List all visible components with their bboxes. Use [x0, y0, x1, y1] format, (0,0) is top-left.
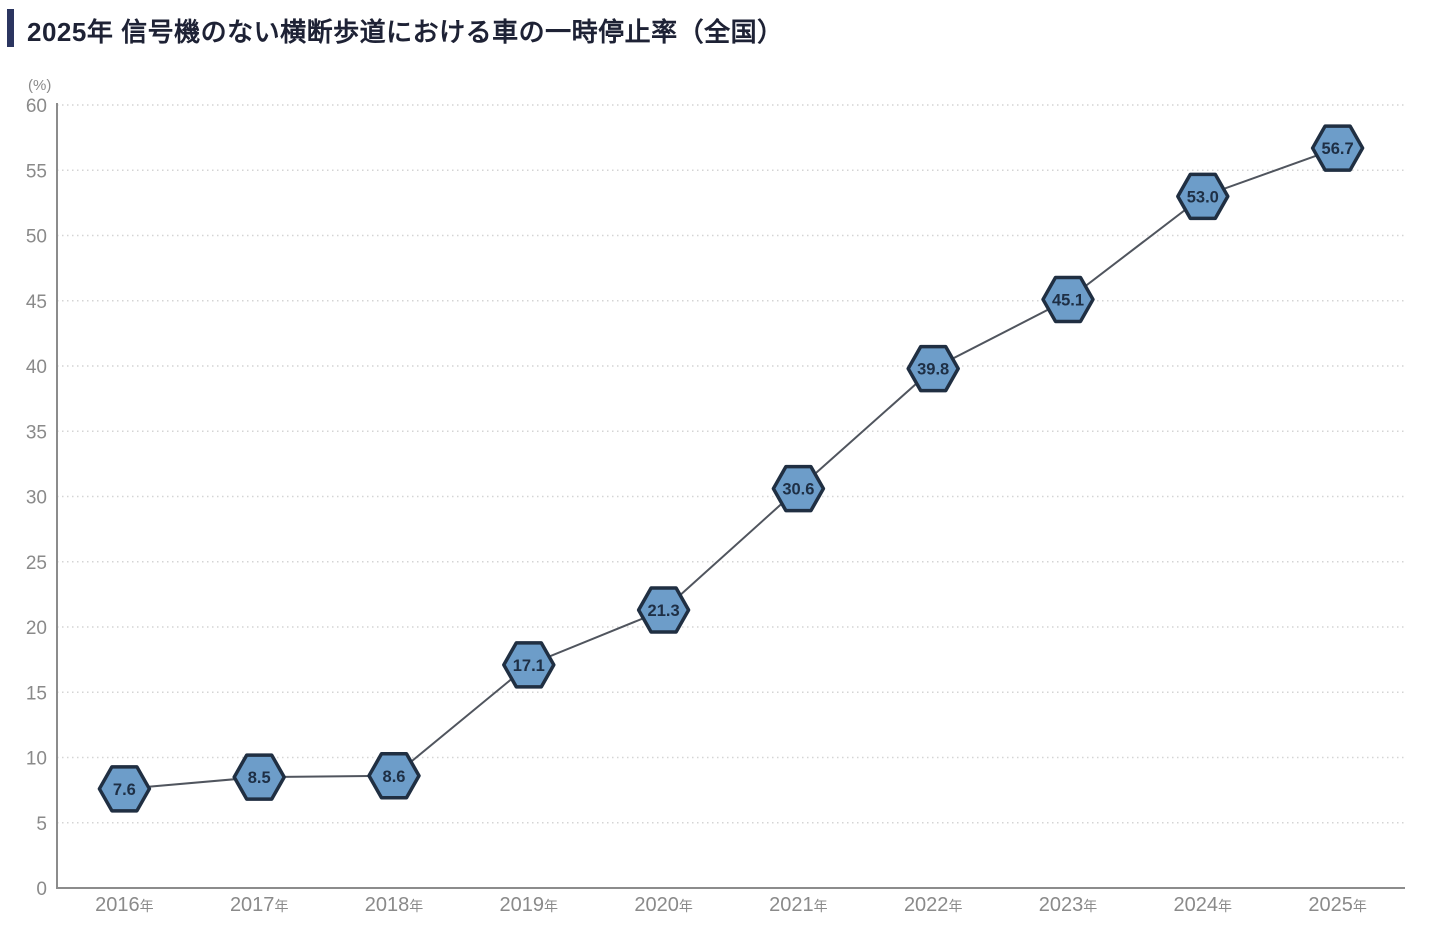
y-tick-label: 30 — [26, 488, 47, 509]
data-point-marker — [1041, 275, 1095, 324]
data-point-value: 45.1 — [1052, 291, 1084, 309]
data-point-value: 30.6 — [782, 481, 814, 499]
y-tick-label: 10 — [26, 749, 47, 770]
data-point-value: 39.8 — [917, 361, 949, 379]
data-point-marker — [232, 753, 286, 801]
data-point-marker — [1176, 172, 1230, 221]
data-point-value: 56.7 — [1322, 140, 1354, 158]
data-point-marker — [906, 344, 960, 393]
chart-header: 2025年 信号機のない横断歩道における車の一時停止率（全国） — [0, 0, 1452, 56]
y-tick-label: 50 — [26, 227, 47, 248]
chart-title: 2025年 信号機のない横断歩道における車の一時停止率（全国） — [27, 17, 784, 47]
y-tick-label: 35 — [26, 422, 47, 443]
y-axis-unit-label: (%) — [28, 77, 51, 94]
data-point-value: 8.6 — [383, 768, 406, 786]
x-tick-label: 2023年 — [1039, 894, 1098, 916]
x-tick-label: 2017年 — [230, 894, 289, 916]
data-point-marker — [502, 641, 556, 689]
series-line — [124, 147, 1338, 790]
data-point-marker — [771, 464, 826, 513]
y-tick-label: 40 — [26, 357, 47, 378]
x-tick-label: 2021年 — [769, 894, 828, 916]
data-point-value: 53.0 — [1187, 188, 1219, 206]
y-tick-label: 20 — [26, 618, 47, 639]
x-tick-label: 2019年 — [500, 894, 559, 916]
data-point-value: 17.1 — [513, 657, 545, 675]
x-tick-label: 2025年 — [1308, 894, 1367, 916]
data-point-value: 7.6 — [113, 781, 136, 799]
data-point-marker — [1310, 124, 1365, 172]
data-point-marker — [97, 765, 152, 813]
x-tick-label: 2022年 — [904, 894, 963, 916]
y-tick-label: 5 — [36, 814, 47, 835]
data-point-value: 8.5 — [248, 769, 271, 787]
title-accent-bar — [7, 9, 14, 47]
data-point-value: 21.3 — [648, 602, 680, 620]
y-tick-label: 60 — [26, 96, 47, 117]
y-tick-label: 55 — [26, 161, 47, 182]
y-tick-label: 0 — [36, 879, 47, 900]
y-tick-label: 45 — [26, 292, 47, 313]
data-point-marker — [636, 586, 691, 634]
x-tick-label: 2018年 — [365, 894, 424, 916]
x-tick-label: 2016年 — [95, 894, 153, 916]
y-tick-label: 15 — [26, 683, 47, 704]
x-tick-label: 2020年 — [634, 894, 693, 916]
data-point-marker — [367, 752, 421, 800]
x-tick-label: 2024年 — [1174, 894, 1233, 916]
y-tick-label: 25 — [26, 553, 47, 574]
